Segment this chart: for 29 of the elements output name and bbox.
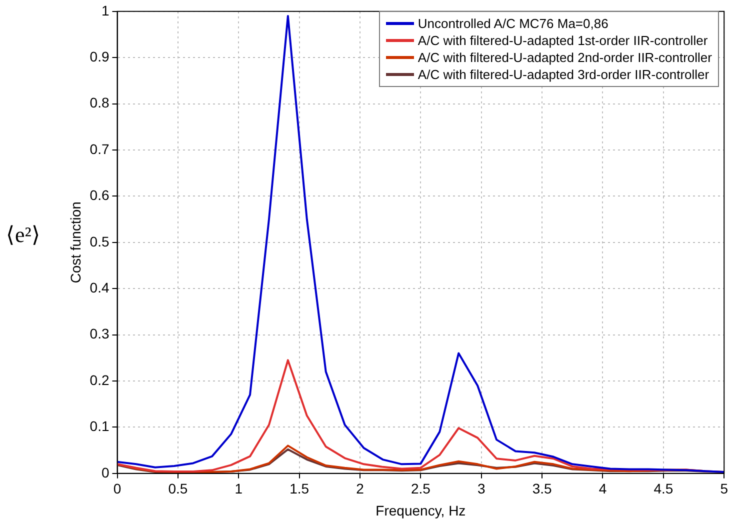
y-tick-label: 0.4 [90,279,110,296]
x-tick-label: 3 [477,480,486,497]
y-tick-label: 0.5 [90,233,110,250]
y-tick-label: 1 [101,2,110,18]
x-tick-label: 2.5 [410,480,431,497]
y-tick-label: 0.7 [90,140,110,157]
legend-label: A/C with filtered-U-adapted 1st-order IIR-controller [418,32,708,49]
y-axis-title: Cost function [67,202,84,284]
legend-label: A/C with filtered-U-adapted 3rd-order IIR-controller [418,66,710,83]
x-tick-label: 4 [598,480,607,497]
y-tick-label: 0.1 [90,418,110,434]
x-tick-label: 2 [356,480,364,497]
x-tick-label: 1.5 [290,480,310,497]
x-tick-label: 5 [720,480,728,497]
legend-label: A/C with filtered-U-adapted 2nd-order IIR-controller [418,49,712,66]
x-tick-label: 3.5 [532,480,552,497]
y-tick-label: 0.2 [90,372,110,388]
x-tick-label: 1 [234,480,243,497]
y-tick-label: 0.8 [90,94,110,111]
y-tick-label: 0 [101,464,110,480]
x-tick-label: 0 [113,480,122,497]
text: ⟨e²⟩ [6,222,40,248]
x-axis-title: Frequency, Hz [376,502,466,518]
y-tick-label: 0.9 [90,48,110,64]
y-tick-label: 0.6 [90,187,110,204]
x-tick-label: 0.5 [168,480,188,497]
legend-label: Uncontrolled A/C MC76 Ma=0,86 [418,15,608,32]
x-tick-label: 4.5 [654,480,674,497]
y-tick-label: 0.3 [90,326,110,342]
